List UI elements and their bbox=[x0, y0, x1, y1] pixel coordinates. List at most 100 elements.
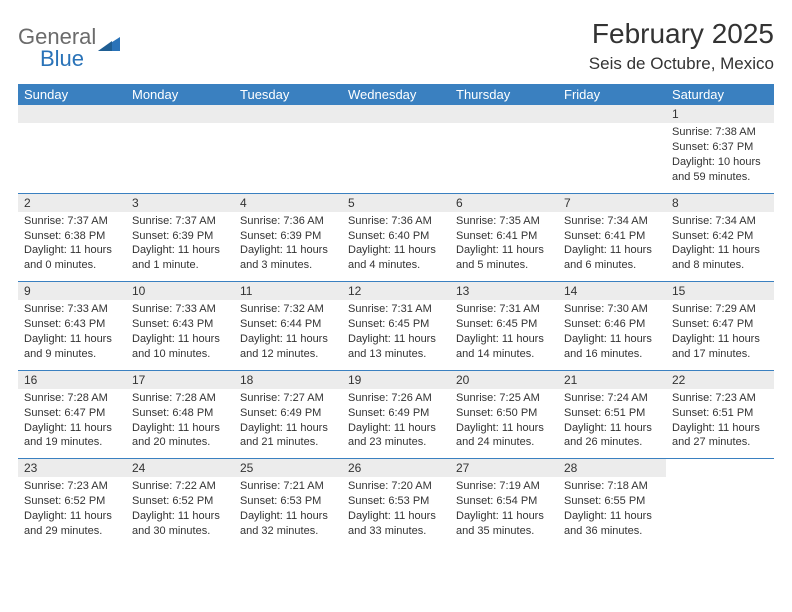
day-number: 2 bbox=[18, 194, 126, 212]
daylight-text: Daylight: 11 hours and 23 minutes. bbox=[348, 421, 444, 451]
daylight-text: Daylight: 11 hours and 24 minutes. bbox=[456, 421, 552, 451]
daylight-text: Daylight: 11 hours and 9 minutes. bbox=[24, 332, 120, 362]
day-number: 26 bbox=[342, 459, 450, 477]
calendar-day-cell bbox=[18, 105, 126, 193]
weekday-header-row: Sunday Monday Tuesday Wednesday Thursday… bbox=[18, 84, 774, 105]
calendar-day-cell: 16Sunrise: 7:28 AMSunset: 6:47 PMDayligh… bbox=[18, 370, 126, 459]
sunset-text: Sunset: 6:37 PM bbox=[672, 140, 768, 155]
daylight-text: Daylight: 11 hours and 3 minutes. bbox=[240, 243, 336, 273]
calendar-day-cell: 24Sunrise: 7:22 AMSunset: 6:52 PMDayligh… bbox=[126, 459, 234, 547]
sunset-text: Sunset: 6:45 PM bbox=[456, 317, 552, 332]
calendar-day-cell bbox=[450, 105, 558, 193]
sunrise-text: Sunrise: 7:31 AM bbox=[348, 302, 444, 317]
weekday-header: Wednesday bbox=[342, 84, 450, 105]
day-number-empty bbox=[234, 105, 342, 123]
daylight-text: Daylight: 11 hours and 16 minutes. bbox=[564, 332, 660, 362]
sunset-text: Sunset: 6:43 PM bbox=[24, 317, 120, 332]
daylight-text: Daylight: 11 hours and 14 minutes. bbox=[456, 332, 552, 362]
calendar-week-row: 2Sunrise: 7:37 AMSunset: 6:38 PMDaylight… bbox=[18, 193, 774, 282]
calendar-day-cell: 20Sunrise: 7:25 AMSunset: 6:50 PMDayligh… bbox=[450, 370, 558, 459]
sunrise-text: Sunrise: 7:18 AM bbox=[564, 479, 660, 494]
sunset-text: Sunset: 6:53 PM bbox=[348, 494, 444, 509]
day-number: 7 bbox=[558, 194, 666, 212]
daylight-text: Daylight: 11 hours and 1 minute. bbox=[132, 243, 228, 273]
sunrise-text: Sunrise: 7:24 AM bbox=[564, 391, 660, 406]
sunrise-text: Sunrise: 7:28 AM bbox=[132, 391, 228, 406]
day-number: 19 bbox=[342, 371, 450, 389]
daylight-text: Daylight: 11 hours and 20 minutes. bbox=[132, 421, 228, 451]
day-number: 16 bbox=[18, 371, 126, 389]
calendar-day-cell: 28 Sunrise: 7:18 AMSunset: 6:55 PMDayligh… bbox=[558, 459, 666, 547]
sunset-text: Sunset: 6:51 PM bbox=[672, 406, 768, 421]
calendar-day-cell bbox=[558, 105, 666, 193]
calendar-day-cell: 7 Sunrise: 7:34 AMSunset: 6:41 PMDaylight… bbox=[558, 193, 666, 282]
sunrise-text: Sunrise: 7:30 AM bbox=[564, 302, 660, 317]
daylight-text: Daylight: 11 hours and 32 minutes. bbox=[240, 509, 336, 539]
calendar-day-cell: 8Sunrise: 7:34 AMSunset: 6:42 PMDaylight… bbox=[666, 193, 774, 282]
sunset-text: Sunset: 6:46 PM bbox=[564, 317, 660, 332]
sunrise-text: Sunrise: 7:20 AM bbox=[348, 479, 444, 494]
sunset-text: Sunset: 6:42 PM bbox=[672, 229, 768, 244]
calendar-table: Sunday Monday Tuesday Wednesday Thursday… bbox=[18, 84, 774, 547]
sunset-text: Sunset: 6:49 PM bbox=[348, 406, 444, 421]
sunrise-text: Sunrise: 7:27 AM bbox=[240, 391, 336, 406]
day-number: 23 bbox=[18, 459, 126, 477]
calendar-day-cell: 9 Sunrise: 7:33 AMSunset: 6:43 PMDaylight… bbox=[18, 282, 126, 371]
daylight-text: Daylight: 11 hours and 10 minutes. bbox=[132, 332, 228, 362]
day-number: 27 bbox=[450, 459, 558, 477]
title-location: Seis de Octubre, Mexico bbox=[589, 54, 774, 74]
calendar-day-cell: 1Sunrise: 7:38 AMSunset: 6:37 PMDaylight… bbox=[666, 105, 774, 193]
day-number: 1 bbox=[666, 105, 774, 123]
weekday-header: Tuesday bbox=[234, 84, 342, 105]
calendar-week-row: 16Sunrise: 7:28 AMSunset: 6:47 PMDayligh… bbox=[18, 370, 774, 459]
title-block: February 2025 Seis de Octubre, Mexico bbox=[589, 18, 774, 74]
sunset-text: Sunset: 6:39 PM bbox=[132, 229, 228, 244]
calendar-day-cell bbox=[234, 105, 342, 193]
daylight-text: Daylight: 11 hours and 19 minutes. bbox=[24, 421, 120, 451]
daylight-text: Daylight: 11 hours and 5 minutes. bbox=[456, 243, 552, 273]
sunset-text: Sunset: 6:55 PM bbox=[564, 494, 660, 509]
sunrise-text: Sunrise: 7:34 AM bbox=[672, 214, 768, 229]
day-number: 3 bbox=[126, 194, 234, 212]
calendar-day-cell: 23 Sunrise: 7:23 AMSunset: 6:52 PMDayligh… bbox=[18, 459, 126, 547]
sunrise-text: Sunrise: 7:21 AM bbox=[240, 479, 336, 494]
calendar-day-cell: 6Sunrise: 7:35 AMSunset: 6:41 PMDaylight… bbox=[450, 193, 558, 282]
calendar-day-cell: 10Sunrise: 7:33 AMSunset: 6:43 PMDayligh… bbox=[126, 282, 234, 371]
sunset-text: Sunset: 6:48 PM bbox=[132, 406, 228, 421]
sunrise-text: Sunrise: 7:37 AM bbox=[24, 214, 120, 229]
sunset-text: Sunset: 6:41 PM bbox=[564, 229, 660, 244]
calendar-day-cell bbox=[342, 105, 450, 193]
calendar-page: GeneralBlue February 2025 Seis de Octubr… bbox=[0, 0, 792, 547]
day-number: 17 bbox=[126, 371, 234, 389]
sunrise-text: Sunrise: 7:22 AM bbox=[132, 479, 228, 494]
day-number: 22 bbox=[666, 371, 774, 389]
calendar-day-cell: 26Sunrise: 7:20 AMSunset: 6:53 PMDayligh… bbox=[342, 459, 450, 547]
brand-logo: GeneralBlue bbox=[18, 18, 120, 72]
sunset-text: Sunset: 6:53 PM bbox=[240, 494, 336, 509]
day-number: 28 bbox=[558, 459, 666, 477]
sunrise-text: Sunrise: 7:23 AM bbox=[24, 479, 120, 494]
calendar-day-cell: 12Sunrise: 7:31 AMSunset: 6:45 PMDayligh… bbox=[342, 282, 450, 371]
daylight-text: Daylight: 11 hours and 6 minutes. bbox=[564, 243, 660, 273]
calendar-day-cell: 25Sunrise: 7:21 AMSunset: 6:53 PMDayligh… bbox=[234, 459, 342, 547]
sunset-text: Sunset: 6:43 PM bbox=[132, 317, 228, 332]
calendar-day-cell bbox=[126, 105, 234, 193]
calendar-day-cell: 3Sunrise: 7:37 AMSunset: 6:39 PMDaylight… bbox=[126, 193, 234, 282]
day-number: 4 bbox=[234, 194, 342, 212]
day-number: 5 bbox=[342, 194, 450, 212]
calendar-day-cell: 13Sunrise: 7:31 AMSunset: 6:45 PMDayligh… bbox=[450, 282, 558, 371]
day-number: 6 bbox=[450, 194, 558, 212]
sunrise-text: Sunrise: 7:34 AM bbox=[564, 214, 660, 229]
day-number-empty bbox=[342, 105, 450, 123]
sunset-text: Sunset: 6:52 PM bbox=[24, 494, 120, 509]
daylight-text: Daylight: 10 hours and 59 minutes. bbox=[672, 155, 768, 185]
day-number-empty bbox=[558, 105, 666, 123]
daylight-text: Daylight: 11 hours and 36 minutes. bbox=[564, 509, 660, 539]
sunrise-text: Sunrise: 7:33 AM bbox=[24, 302, 120, 317]
daylight-text: Daylight: 11 hours and 29 minutes. bbox=[24, 509, 120, 539]
daylight-text: Daylight: 11 hours and 13 minutes. bbox=[348, 332, 444, 362]
day-number: 9 bbox=[18, 282, 126, 300]
weekday-header: Friday bbox=[558, 84, 666, 105]
sunrise-text: Sunrise: 7:29 AM bbox=[672, 302, 768, 317]
calendar-day-cell: 21Sunrise: 7:24 AMSunset: 6:51 PMDayligh… bbox=[558, 370, 666, 459]
